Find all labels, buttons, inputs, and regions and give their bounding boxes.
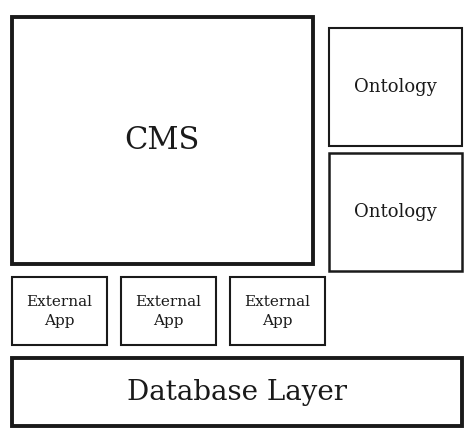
Bar xyxy=(329,28,462,146)
Text: Ontology: Ontology xyxy=(355,203,437,221)
Text: Database Layer: Database Layer xyxy=(127,379,347,406)
Bar xyxy=(230,277,325,345)
Text: CMS: CMS xyxy=(125,125,200,156)
Bar xyxy=(12,17,313,264)
Bar xyxy=(329,153,462,271)
Bar xyxy=(12,277,107,345)
Text: External
App: External App xyxy=(135,295,201,328)
Bar xyxy=(12,358,462,426)
Bar xyxy=(121,277,216,345)
Text: Ontology: Ontology xyxy=(355,78,437,97)
Text: External
App: External App xyxy=(26,295,92,328)
Text: External
App: External App xyxy=(244,295,310,328)
